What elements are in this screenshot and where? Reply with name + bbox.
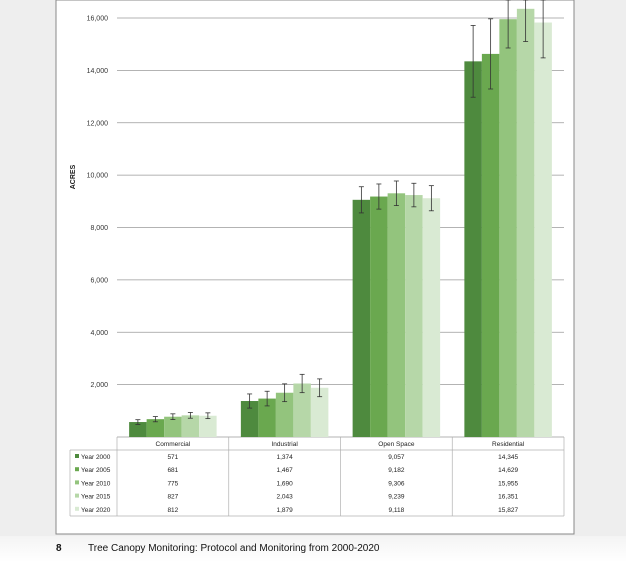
data-label: 1,879 bbox=[276, 507, 293, 514]
data-label: 1,690 bbox=[276, 480, 293, 487]
data-label: 9,239 bbox=[388, 494, 405, 501]
chart-canvas: 2,000 4,000 6,000 8,000 10,000 12,000 14,000 16… bbox=[55, 0, 575, 535]
bar bbox=[199, 415, 217, 437]
data-label: 9,118 bbox=[388, 507, 404, 514]
bar bbox=[310, 387, 329, 437]
bar bbox=[405, 195, 423, 437]
data-label: 9,182 bbox=[388, 467, 405, 474]
bar bbox=[293, 383, 311, 437]
x-tick-label: Open Space bbox=[378, 441, 415, 448]
legend-entry: Year 2000 bbox=[81, 454, 111, 461]
bar bbox=[258, 398, 276, 437]
data-label: 1,467 bbox=[276, 467, 293, 474]
legend-entry: Year 2005 bbox=[81, 467, 111, 474]
legend-swatch bbox=[75, 467, 79, 472]
data-label: 15,955 bbox=[498, 480, 518, 487]
legend-entry: Year 2010 bbox=[81, 480, 111, 487]
data-label: 827 bbox=[167, 494, 178, 501]
bar bbox=[352, 199, 371, 437]
legend-swatch bbox=[75, 480, 79, 485]
data-label: 9,306 bbox=[388, 480, 405, 487]
chart-frame: 2,000 4,000 6,000 8,000 10,000 12,000 14,000 16… bbox=[0, 0, 626, 536]
bar bbox=[370, 196, 388, 437]
y-tick-label: 8,000 bbox=[90, 225, 108, 232]
data-label: 812 bbox=[167, 507, 178, 514]
y-tick-label: 2,000 bbox=[90, 382, 108, 389]
footer-title: Tree Canopy Monitoring: Protocol and Mon… bbox=[88, 543, 380, 554]
bar bbox=[481, 53, 500, 437]
data-label: 14,629 bbox=[498, 467, 518, 474]
x-tick-label: Commercial bbox=[156, 441, 191, 448]
y-tick-label: 12,000 bbox=[87, 120, 109, 127]
y-tick-label: 4,000 bbox=[90, 330, 108, 337]
page-number: 8 bbox=[56, 543, 62, 554]
legend-entry: Year 2020 bbox=[81, 507, 111, 514]
data-label: 9,057 bbox=[388, 454, 405, 461]
data-label: 2,043 bbox=[276, 494, 293, 501]
bar bbox=[146, 419, 165, 437]
data-label: 571 bbox=[167, 454, 178, 461]
bar bbox=[240, 401, 259, 437]
data-label: 16,351 bbox=[498, 494, 518, 501]
bar bbox=[422, 198, 441, 437]
bar bbox=[181, 415, 200, 437]
x-tick-label: Residential bbox=[492, 441, 525, 448]
data-label: 15,827 bbox=[498, 507, 518, 514]
bar bbox=[464, 61, 482, 438]
legend-swatch bbox=[75, 454, 79, 458]
page-footer: 8 Tree Canopy Monitoring: Protocol and M… bbox=[0, 536, 626, 562]
bar bbox=[516, 8, 535, 437]
bar bbox=[534, 22, 552, 438]
y-tick-label: 10,000 bbox=[87, 173, 109, 180]
bar bbox=[499, 19, 517, 438]
bar bbox=[129, 422, 147, 437]
y-tick-label: 6,000 bbox=[90, 277, 108, 284]
y-tick-label: 14,000 bbox=[87, 68, 109, 75]
bar bbox=[387, 193, 406, 437]
data-label: 1,374 bbox=[276, 454, 293, 461]
bar bbox=[275, 392, 294, 437]
legend-entry: Year 2015 bbox=[81, 494, 111, 501]
legend-swatch bbox=[75, 493, 79, 498]
y-axis-label: ACRES bbox=[70, 164, 77, 189]
y-tick-label: 16,000 bbox=[87, 16, 109, 23]
legend-swatch bbox=[75, 506, 79, 511]
data-label: 14,345 bbox=[498, 454, 518, 461]
data-label: 775 bbox=[167, 480, 178, 487]
x-tick-label: Industrial bbox=[271, 441, 298, 448]
bar bbox=[164, 416, 182, 437]
data-label: 681 bbox=[167, 467, 178, 474]
